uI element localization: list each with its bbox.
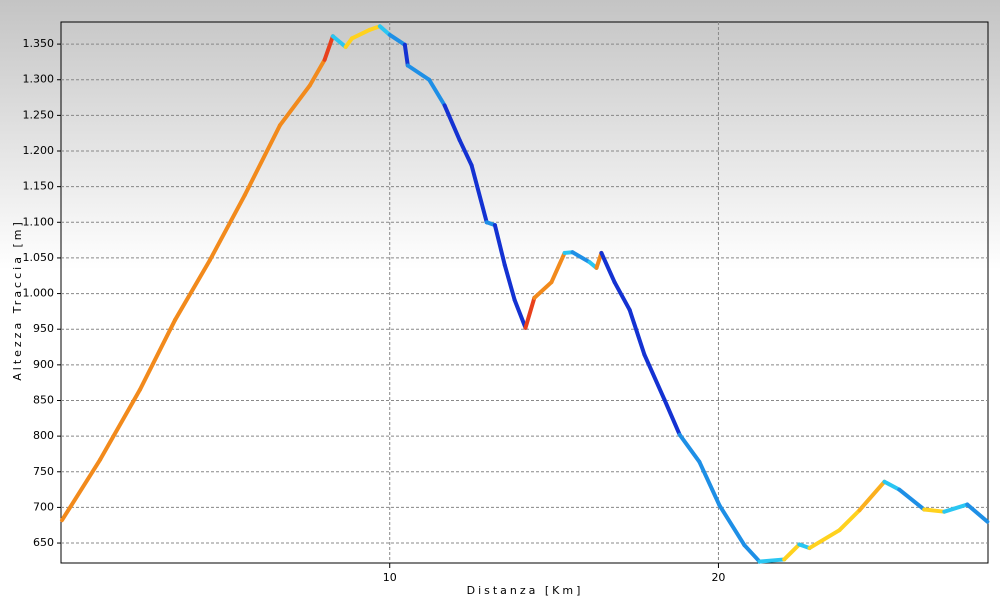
- line-segment: [457, 138, 474, 168]
- line-segment: [402, 42, 410, 68]
- y-tick-label: 800: [33, 429, 54, 442]
- y-tick-label: 950: [33, 322, 54, 335]
- line-segment: [512, 297, 528, 330]
- line-segment: [322, 34, 335, 62]
- y-tick-label: 1.150: [23, 180, 55, 193]
- line-segment: [882, 479, 902, 492]
- line-segment: [427, 77, 447, 108]
- line-segment: [387, 32, 407, 47]
- x-tick-label: 10: [383, 571, 397, 584]
- line-segment: [782, 542, 802, 562]
- line-segment: [307, 57, 327, 88]
- y-tick-label: 700: [33, 500, 54, 513]
- y-tick-label: 1.300: [23, 73, 55, 86]
- line-segment: [59, 457, 103, 523]
- plot-frame: [60, 21, 989, 564]
- line-segment: [277, 83, 312, 128]
- line-segment: [627, 307, 647, 357]
- line-segment: [469, 163, 489, 225]
- line-segment: [442, 103, 462, 143]
- line-segment: [173, 258, 212, 322]
- line-segment: [137, 317, 178, 392]
- x-axis-label: Distanza [Km]: [467, 584, 584, 597]
- line-segment: [570, 250, 592, 265]
- line-segment: [742, 543, 762, 564]
- line-segment: [857, 479, 887, 513]
- line-segment: [98, 387, 142, 462]
- line-segment: [242, 123, 282, 198]
- line-segment: [897, 487, 927, 512]
- line-segment: [922, 507, 947, 514]
- y-tick-label: 650: [33, 536, 54, 549]
- y-tick-label: 1.250: [23, 108, 55, 121]
- line-segment: [965, 502, 990, 524]
- line-segment: [942, 502, 970, 514]
- line-segment: [717, 503, 747, 548]
- line-segment: [207, 193, 247, 263]
- y-tick-label: 850: [33, 393, 54, 406]
- line-segment: [349, 27, 372, 41]
- line-segment: [677, 432, 702, 464]
- line-segment: [599, 250, 617, 285]
- line-segment: [523, 295, 537, 330]
- line-segment: [837, 508, 862, 533]
- line-segment: [662, 397, 682, 437]
- line-segment: [405, 63, 432, 82]
- line-segment: [549, 250, 567, 285]
- x-tick-label: 20: [711, 571, 725, 584]
- line-segment: [757, 557, 787, 564]
- line-segment: [697, 459, 722, 508]
- line-segment: [642, 352, 667, 402]
- line-segment: [502, 263, 517, 302]
- y-tick-label: 1.000: [23, 287, 55, 300]
- y-tick-label: 1.050: [23, 251, 55, 264]
- y-tick-label: 1.350: [23, 37, 55, 50]
- y-tick-label: 900: [33, 358, 54, 371]
- line-segment: [612, 280, 632, 312]
- line-segment: [330, 34, 348, 49]
- line-segment: [807, 528, 842, 551]
- y-tick-label: 750: [33, 465, 54, 478]
- y-tick-label: 1.100: [23, 215, 55, 228]
- line-segment: [377, 24, 392, 37]
- y-tick-label: 1.200: [23, 144, 55, 157]
- line-segment: [532, 280, 554, 300]
- y-axis-label: Altezza Traccia [m]: [11, 219, 24, 381]
- line-segment: [492, 223, 507, 268]
